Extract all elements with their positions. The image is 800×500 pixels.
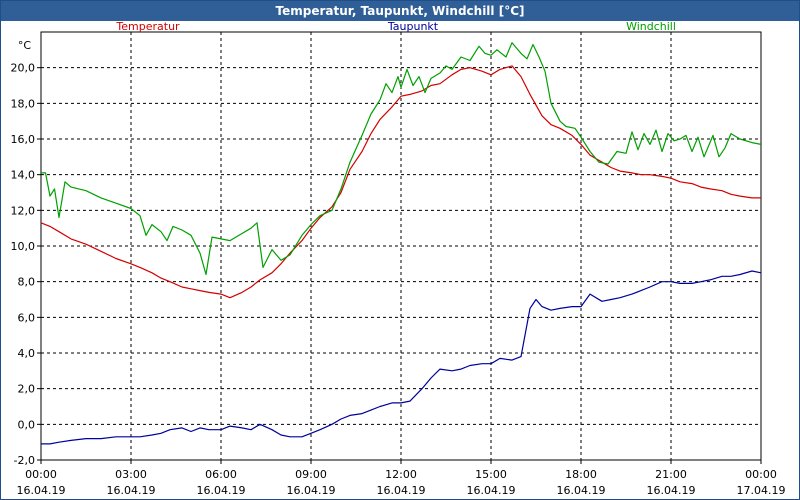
x-tick-label-time: 00:00	[745, 468, 777, 481]
y-tick-label: 18,0	[11, 97, 36, 110]
x-tick-label-time: 12:00	[385, 468, 417, 481]
x-tick-label-date: 17.04.19	[737, 484, 786, 497]
series-lines	[40, 42, 762, 445]
x-tick-label-time: 06:00	[205, 468, 237, 481]
y-tick-label: 20,0	[11, 62, 36, 75]
x-tick-label-date: 16.04.19	[557, 484, 606, 497]
y-tick-label: 4,0	[18, 347, 36, 360]
axes: -2,0 0,0 2,0 4,0 6,0 8,0 10,0 12,0 14,0 16,0 18,0 2…	[11, 31, 786, 497]
grid-lines	[41, 32, 761, 461]
x-tick-label-date: 16.04.19	[17, 484, 66, 497]
legend-label-temperatur: Temperatur	[115, 20, 180, 33]
x-tick-label-date: 16.04.19	[287, 484, 336, 497]
y-axis-unit-label: °C	[18, 39, 32, 52]
y-tick-label: 10,0	[11, 240, 36, 253]
y-tick-label: 16,0	[11, 133, 36, 146]
x-tick-label-time: 09:00	[295, 468, 327, 481]
x-tick-label-time: 03:00	[115, 468, 147, 481]
y-tick-label: 12,0	[11, 204, 36, 217]
x-tick-label-time: 21:00	[655, 468, 687, 481]
x-tick-label-time: 00:00	[25, 468, 57, 481]
y-tick-label: 8,0	[18, 276, 36, 289]
x-tick-label-date: 16.04.19	[467, 484, 516, 497]
x-tick-label-date: 16.04.19	[377, 484, 426, 497]
series-line-temperatur	[40, 65, 761, 299]
x-tick-label-date: 16.04.19	[647, 484, 696, 497]
y-tick-label: -2,0	[14, 454, 35, 467]
y-tick-label: 14,0	[11, 169, 36, 182]
y-tick-label: 2,0	[18, 383, 36, 396]
y-tick-label: 6,0	[18, 311, 36, 324]
x-tick-label-time: 18:00	[565, 468, 597, 481]
legend-label-windchill: Windchill	[626, 20, 676, 33]
series-line-taupunkt	[41, 270, 762, 445]
x-tick-label-date: 16.04.19	[107, 484, 156, 497]
plot-frame	[40, 31, 762, 461]
window-title-bar: Temperatur, Taupunkt, Windchill [°C]	[1, 1, 799, 21]
series-line-windchill	[41, 42, 762, 276]
legend: Temperatur Taupunkt Windchill	[115, 20, 676, 33]
legend-label-taupunkt: Taupunkt	[387, 20, 439, 33]
y-tick-label: 0,0	[18, 418, 36, 431]
x-tick-label-date: 16.04.19	[197, 484, 246, 497]
x-tick-label-time: 15:00	[475, 468, 507, 481]
